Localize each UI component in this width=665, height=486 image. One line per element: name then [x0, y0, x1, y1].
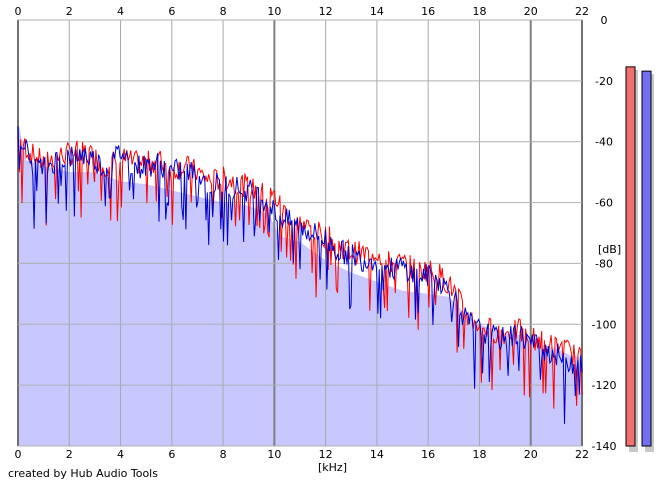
x-tick-label-bottom: 6 — [168, 448, 175, 461]
x-tick-label-bottom: 14 — [370, 448, 384, 461]
x-tick-labels-top: 0 2 4 6 8 10 12 14 16 18 20 22 — [15, 5, 590, 18]
x-tick-label-top: 14 — [370, 5, 384, 18]
x-tick-label-top: 22 — [575, 5, 589, 18]
x-tick-label-top: 4 — [117, 5, 124, 18]
x-tick-label-top: 18 — [472, 5, 486, 18]
x-tick-labels-bottom: 0 2 4 6 8 10 12 14 16 18 20 22 — [15, 448, 590, 461]
level-meter-bar — [641, 70, 652, 447]
x-tick-label-top: 2 — [66, 5, 73, 18]
series-layer — [17, 126, 583, 424]
y-axis-label: [dB] — [598, 243, 621, 256]
grid-layer — [17, 19, 583, 447]
y-tick-labels: 0 -20 -40 -60 -80 -100 -120 -140 — [592, 14, 617, 453]
x-tick-label-bottom: 4 — [117, 448, 124, 461]
y-tick-label: -80 — [595, 257, 613, 270]
x-tick-label-bottom: 16 — [421, 448, 435, 461]
level-meter-bar — [625, 66, 636, 447]
y-tick-label: -140 — [592, 440, 617, 453]
x-tick-label-bottom: 18 — [472, 448, 486, 461]
x-tick-label-bottom: 22 — [575, 448, 589, 461]
y-tick-label: -40 — [595, 136, 613, 149]
x-tick-label-bottom: 8 — [220, 448, 227, 461]
x-tick-label-bottom: 12 — [319, 448, 333, 461]
series-line-2 — [17, 126, 583, 424]
x-tick-label-top: 20 — [524, 5, 538, 18]
x-axis-label: [kHz] — [318, 461, 347, 474]
y-tick-label: 0 — [601, 14, 608, 27]
y-tick-label: -100 — [592, 318, 617, 331]
y-tick-label: -120 — [592, 379, 617, 392]
x-tick-label-bottom: 10 — [267, 448, 281, 461]
x-tick-label-top: 6 — [168, 5, 175, 18]
x-tick-label-top: 0 — [15, 5, 22, 18]
x-tick-label-top: 12 — [319, 5, 333, 18]
x-tick-label-top: 10 — [267, 5, 281, 18]
x-tick-label-bottom: 20 — [524, 448, 538, 461]
x-tick-label-bottom: 2 — [66, 448, 73, 461]
credit-text: created by Hub Audio Tools — [8, 467, 158, 480]
y-tick-label: -20 — [595, 75, 613, 88]
level-meters — [625, 66, 654, 453]
y-tick-label: -60 — [595, 197, 613, 210]
x-tick-label-top: 8 — [220, 5, 227, 18]
x-tick-label-bottom: 0 — [15, 448, 22, 461]
x-tick-label-top: 16 — [421, 5, 435, 18]
